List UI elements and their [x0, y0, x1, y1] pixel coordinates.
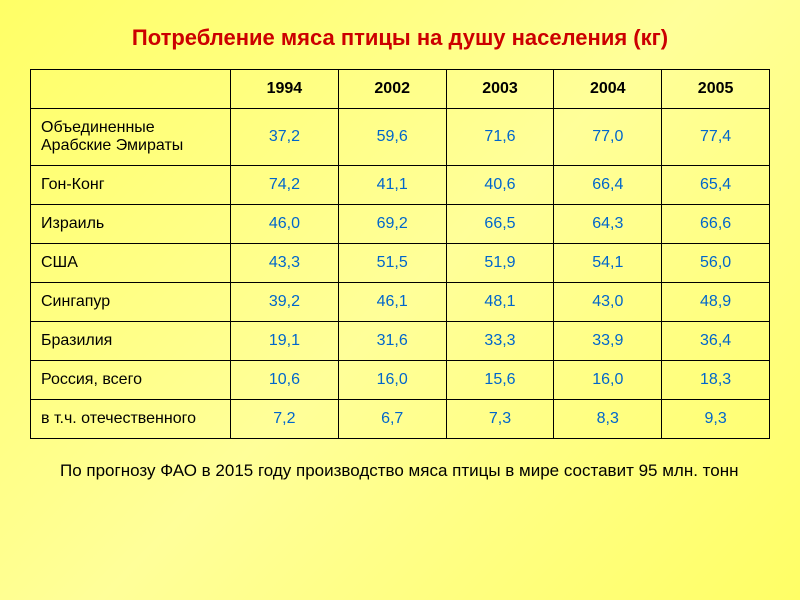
row-value: 19,1 [231, 322, 339, 361]
row-label: Бразилия [31, 322, 231, 361]
row-value: 36,4 [662, 322, 770, 361]
row-value: 46,0 [231, 205, 339, 244]
row-value: 46,1 [338, 283, 446, 322]
row-value: 31,6 [338, 322, 446, 361]
table-header-row: 1994 2002 2003 2004 2005 [31, 70, 770, 109]
row-value: 40,6 [446, 166, 554, 205]
page-title: Потребление мяса птицы на душу населения… [30, 25, 770, 51]
row-value: 15,6 [446, 361, 554, 400]
row-value: 10,6 [231, 361, 339, 400]
row-value: 51,9 [446, 244, 554, 283]
table-row: Бразилия 19,1 31,6 33,3 33,9 36,4 [31, 322, 770, 361]
row-label: Сингапур [31, 283, 231, 322]
table-row: Россия, всего 10,6 16,0 15,6 16,0 18,3 [31, 361, 770, 400]
table-header-year: 2002 [338, 70, 446, 109]
row-value: 48,9 [662, 283, 770, 322]
row-value: 7,2 [231, 400, 339, 439]
row-label: Гон-Конг [31, 166, 231, 205]
row-value: 41,1 [338, 166, 446, 205]
table-header-year: 1994 [231, 70, 339, 109]
row-value: 16,0 [554, 361, 662, 400]
table-header-year: 2005 [662, 70, 770, 109]
row-value: 9,3 [662, 400, 770, 439]
row-value: 8,3 [554, 400, 662, 439]
row-value: 33,3 [446, 322, 554, 361]
row-value: 43,0 [554, 283, 662, 322]
row-value: 59,6 [338, 109, 446, 166]
table-header-empty [31, 70, 231, 109]
row-value: 56,0 [662, 244, 770, 283]
row-label: Израиль [31, 205, 231, 244]
table-row: Объединенные Арабские Эмираты 37,2 59,6 … [31, 109, 770, 166]
table-row: США 43,3 51,5 51,9 54,1 56,0 [31, 244, 770, 283]
row-value: 64,3 [554, 205, 662, 244]
table-row: в т.ч. отечественного 7,2 6,7 7,3 8,3 9,… [31, 400, 770, 439]
row-value: 18,3 [662, 361, 770, 400]
data-table: 1994 2002 2003 2004 2005 Объединенные Ар… [30, 69, 770, 439]
row-value: 6,7 [338, 400, 446, 439]
row-value: 37,2 [231, 109, 339, 166]
row-value: 16,0 [338, 361, 446, 400]
footnote-text: По прогнозу ФАО в 2015 году производство… [60, 459, 770, 483]
row-label: в т.ч. отечественного [31, 400, 231, 439]
row-value: 69,2 [338, 205, 446, 244]
table-row: Сингапур 39,2 46,1 48,1 43,0 48,9 [31, 283, 770, 322]
table-row: Израиль 46,0 69,2 66,5 64,3 66,6 [31, 205, 770, 244]
row-value: 74,2 [231, 166, 339, 205]
row-value: 66,5 [446, 205, 554, 244]
row-value: 77,0 [554, 109, 662, 166]
row-label: США [31, 244, 231, 283]
row-value: 33,9 [554, 322, 662, 361]
table-header-year: 2004 [554, 70, 662, 109]
row-value: 51,5 [338, 244, 446, 283]
row-label: Россия, всего [31, 361, 231, 400]
row-value: 39,2 [231, 283, 339, 322]
row-value: 48,1 [446, 283, 554, 322]
row-value: 65,4 [662, 166, 770, 205]
row-value: 54,1 [554, 244, 662, 283]
row-value: 7,3 [446, 400, 554, 439]
table-row: Гон-Конг 74,2 41,1 40,6 66,4 65,4 [31, 166, 770, 205]
row-value: 43,3 [231, 244, 339, 283]
row-value: 66,4 [554, 166, 662, 205]
row-value: 77,4 [662, 109, 770, 166]
row-value: 71,6 [446, 109, 554, 166]
table-header-year: 2003 [446, 70, 554, 109]
row-label: Объединенные Арабские Эмираты [31, 109, 231, 166]
row-value: 66,6 [662, 205, 770, 244]
